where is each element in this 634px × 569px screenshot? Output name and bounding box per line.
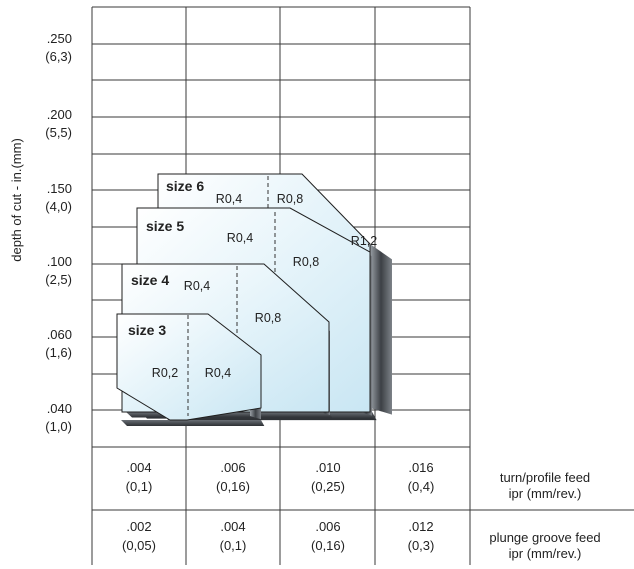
x-tick-mm: (0,16): [216, 479, 250, 494]
x-tick-ipr: .002: [126, 519, 151, 534]
x-axis-label-line2: ipr (mm/rev.): [509, 546, 582, 561]
x-tick-ipr: .016: [408, 460, 433, 475]
radius-label: R0,4: [205, 366, 231, 380]
y-tick-mm: (5,5): [45, 125, 72, 140]
x-tick-labels-plunge: .002 (0,05) .004 (0,1) .006 (0,16) .012 …: [122, 519, 434, 553]
y-axis-label: depth of cut - in.(mm): [9, 138, 24, 262]
x-tick-mm: (0,16): [311, 538, 345, 553]
radius-label: R0,4: [227, 231, 253, 245]
y-tick-labels: .250 (6,3) .200 (5,5) .150 (4,0) .100 (2…: [45, 31, 72, 434]
y-tick-060: .060 (1,6): [45, 327, 72, 360]
x-axis-label-line2: ipr (mm/rev.): [509, 486, 582, 501]
x-axis-label-line1: turn/profile feed: [500, 470, 590, 485]
radius-label: R0,8: [255, 311, 281, 325]
x-tick-ipr: .006: [220, 460, 245, 475]
insert-bottom-edge: [121, 420, 265, 427]
x-tick-mm: (0,1): [220, 538, 247, 553]
insert-side-edge: [370, 244, 392, 415]
size-label: size 6: [166, 178, 204, 194]
x-tick-ipr: .012: [408, 519, 433, 534]
size-label: size 5: [146, 218, 184, 234]
y-tick-in: .200: [47, 107, 72, 122]
y-tick-in: .150: [47, 181, 72, 196]
insert-face: [116, 313, 262, 421]
x-tick-mm: (0,1): [126, 479, 153, 494]
insert-region: size 3 R0,2 R0,4: [116, 313, 265, 427]
size-label: size 4: [131, 272, 169, 288]
x-tick-ipr: .006: [315, 519, 340, 534]
radius-label: R1,2: [351, 234, 377, 248]
x-tick-ipr: .010: [315, 460, 340, 475]
y-tick-150: .150 (4,0): [45, 181, 72, 214]
y-tick-100: .100 (2,5): [45, 254, 72, 287]
y-tick-mm: (2,5): [45, 272, 72, 287]
radius-label: R0,4: [216, 192, 242, 206]
radius-label: R0,2: [152, 366, 178, 380]
insert-regions: size 6 R0,4 R0,8 size 5 R0,4 R0,8 R1,2 size 4 R0…: [116, 173, 392, 427]
y-tick-mm: (4,0): [45, 199, 72, 214]
y-tick-in: .040: [47, 401, 72, 416]
x-axis-title-turn: turn/profile feed ipr (mm/rev.): [500, 470, 590, 501]
x-tick-ipr: .004: [220, 519, 245, 534]
y-tick-mm: (1,0): [45, 419, 72, 434]
x-axis-title-plunge: plunge groove feed ipr (mm/rev.): [489, 530, 600, 561]
x-tick-mm: (0,3): [408, 538, 435, 553]
radius-label: R0,8: [277, 192, 303, 206]
radius-label: R0,4: [184, 279, 210, 293]
size-label: size 3: [128, 322, 166, 338]
y-tick-in: .100: [47, 254, 72, 269]
y-tick-040: .040 (1,0): [45, 401, 72, 434]
x-tick-mm: (0,25): [311, 479, 345, 494]
x-tick-mm: (0,4): [408, 479, 435, 494]
x-axis-label-line1: plunge groove feed: [489, 530, 600, 545]
y-tick-in: .250: [47, 31, 72, 46]
y-tick-mm: (6,3): [45, 49, 72, 64]
y-tick-mm: (1,6): [45, 345, 72, 360]
y-tick-200: .200 (5,5): [45, 107, 72, 140]
x-tick-ipr: .004: [126, 460, 151, 475]
y-tick-250: .250 (6,3): [45, 31, 72, 64]
x-tick-labels-turn: .004 (0,1) .006 (0,16) .010 (0,25) .016 …: [126, 460, 435, 494]
radius-label: R0,8: [293, 255, 319, 269]
y-tick-in: .060: [47, 327, 72, 342]
x-tick-mm: (0,05): [122, 538, 156, 553]
